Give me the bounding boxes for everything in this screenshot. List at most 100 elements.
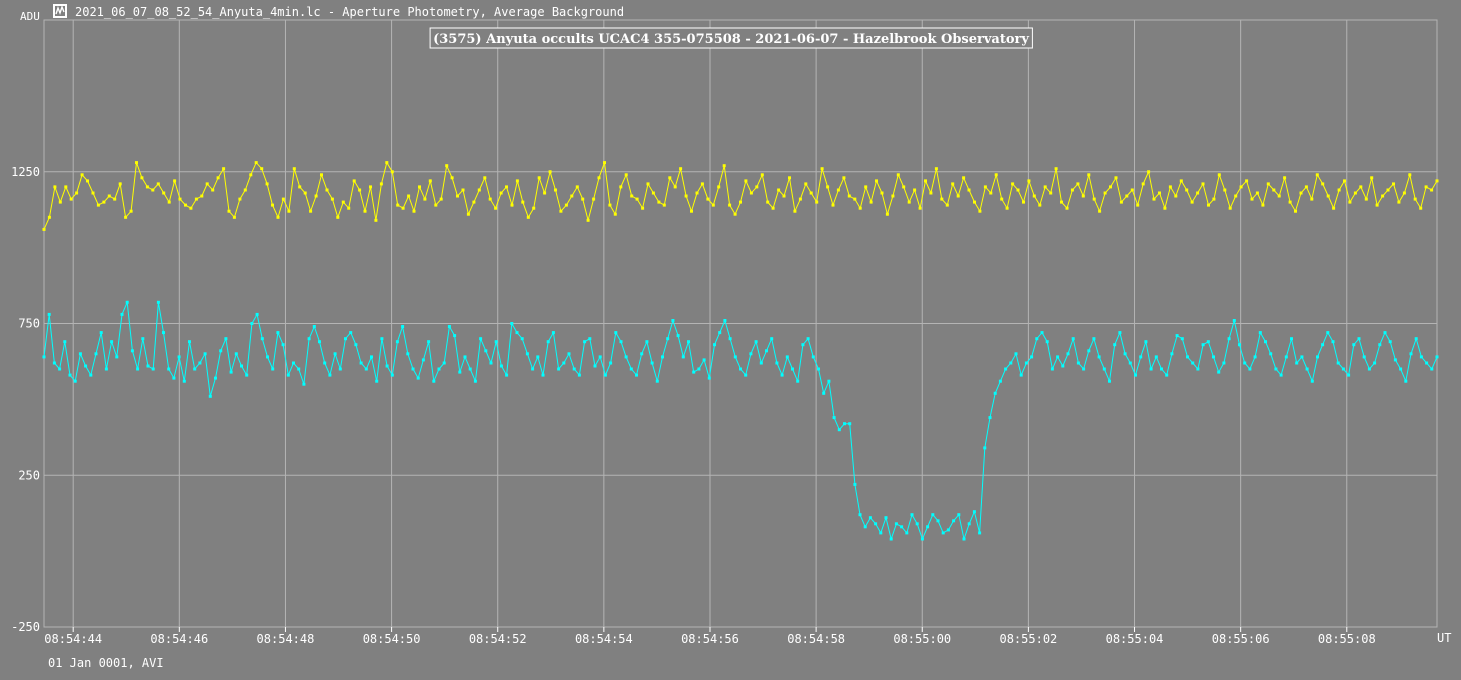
data-point <box>120 312 124 316</box>
data-point <box>125 300 129 304</box>
data-point <box>1128 361 1132 365</box>
data-point <box>1430 367 1434 371</box>
data-point <box>946 528 950 532</box>
data-point <box>1435 355 1439 359</box>
data-point <box>739 367 742 371</box>
data-point <box>934 167 938 171</box>
data-point <box>380 337 384 341</box>
data-point <box>842 176 846 180</box>
data-point <box>369 185 372 189</box>
data-point <box>1108 379 1111 383</box>
data-point <box>749 352 753 356</box>
data-point <box>58 367 62 371</box>
data-point <box>988 416 992 420</box>
data-point <box>1316 355 1319 359</box>
data-point <box>586 218 590 222</box>
footer-date-label: 01 Jan 0001, AVI <box>48 656 164 670</box>
y-tick-label: -250 <box>11 620 40 634</box>
data-point <box>374 218 378 222</box>
data-point <box>951 182 955 186</box>
data-point <box>728 203 732 207</box>
data-point <box>1076 361 1080 365</box>
data-point <box>733 355 737 359</box>
data-point <box>333 352 337 356</box>
y-tick-label: 1250 <box>11 165 40 179</box>
data-point <box>619 185 623 189</box>
data-point <box>853 482 857 486</box>
data-point <box>240 364 243 368</box>
data-point <box>749 191 753 195</box>
data-point <box>1071 337 1075 341</box>
data-point <box>1190 200 1194 204</box>
data-point <box>771 206 775 210</box>
data-point <box>1341 367 1345 371</box>
data-point <box>956 194 960 198</box>
y-axis-unit-label: ADU <box>20 10 40 23</box>
data-point <box>94 352 98 356</box>
data-point <box>1092 337 1096 341</box>
data-point <box>1321 182 1325 186</box>
data-point <box>1082 367 1086 371</box>
x-tick-label: 08:55:06 <box>1212 632 1270 646</box>
data-point <box>266 355 269 359</box>
data-point <box>450 176 454 180</box>
data-point <box>1378 343 1382 347</box>
x-tick-label: 08:54:46 <box>150 632 208 646</box>
data-point <box>1352 343 1356 347</box>
data-point <box>238 197 242 201</box>
data-point <box>1332 206 1336 210</box>
data-point <box>940 197 944 201</box>
chart-title-frame <box>429 27 1033 49</box>
data-point <box>1357 337 1361 341</box>
data-point <box>889 537 893 541</box>
data-point <box>349 331 353 335</box>
data-point <box>1419 355 1423 359</box>
data-point <box>570 194 574 198</box>
data-point <box>370 355 373 359</box>
data-point <box>406 352 410 356</box>
data-point <box>63 340 67 344</box>
data-point <box>525 352 529 356</box>
data-point <box>1125 194 1129 198</box>
data-point <box>461 188 465 192</box>
data-point <box>287 209 291 213</box>
data-point <box>760 173 764 177</box>
data-point <box>826 185 830 189</box>
data-point <box>1261 203 1265 207</box>
data-point <box>874 522 878 526</box>
data-point <box>271 203 274 207</box>
data-point <box>172 376 176 380</box>
data-point <box>962 537 966 541</box>
data-point <box>1050 367 1054 371</box>
data-point <box>89 373 93 377</box>
data-point <box>1228 206 1232 210</box>
data-point <box>557 367 561 371</box>
data-point <box>592 197 596 201</box>
data-point <box>1141 182 1145 186</box>
data-point <box>375 379 379 383</box>
data-point <box>1425 361 1429 365</box>
data-point <box>554 188 557 192</box>
data-point <box>1147 170 1151 174</box>
data-point <box>537 176 541 180</box>
data-point <box>141 337 145 341</box>
data-point <box>338 367 342 371</box>
data-point <box>411 367 415 371</box>
data-point <box>646 182 650 186</box>
data-point <box>1175 334 1179 338</box>
data-point <box>1152 197 1156 201</box>
data-point <box>811 355 815 359</box>
data-point <box>146 364 150 368</box>
data-point <box>1196 191 1200 195</box>
data-point <box>91 191 95 195</box>
data-point <box>1049 191 1053 195</box>
data-point <box>583 340 587 344</box>
data-point <box>347 206 351 210</box>
data-point <box>472 200 476 204</box>
data-point <box>581 197 585 201</box>
data-point <box>505 185 508 189</box>
data-point <box>744 179 748 183</box>
data-point <box>572 367 576 371</box>
data-point <box>1274 367 1278 371</box>
data-point <box>973 200 976 204</box>
